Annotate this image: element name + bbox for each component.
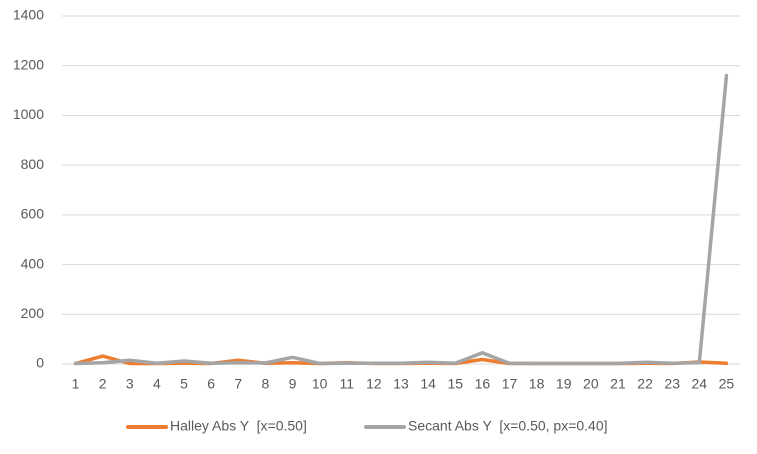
x-tick-label: 13	[393, 376, 409, 392]
x-tick-label: 17	[502, 376, 518, 392]
x-tick-label: 20	[583, 376, 599, 392]
x-tick-label: 6	[207, 376, 215, 392]
x-tick-label: 22	[637, 376, 653, 392]
y-tick-label: 1400	[13, 7, 44, 23]
y-tick-label: 200	[21, 305, 45, 321]
x-tick-label: 24	[692, 376, 708, 392]
legend-label: Secant Abs Y [x=0.50, px=0.40]	[408, 418, 608, 434]
y-tick-label: 600	[21, 206, 45, 222]
series-line	[73, 73, 729, 366]
x-tick-label: 8	[262, 376, 270, 392]
x-tick-label: 16	[475, 376, 491, 392]
x-tick-label: 11	[339, 376, 354, 392]
x-tick-label: 25	[719, 376, 735, 392]
x-tick-label: 14	[420, 376, 436, 392]
y-tick-label: 0	[36, 355, 44, 371]
x-tick-label: 18	[529, 376, 545, 392]
x-tick-label: 19	[556, 376, 572, 392]
x-tick-label: 1	[72, 376, 80, 392]
x-tick-label: 2	[99, 376, 107, 392]
x-tick-label: 23	[664, 376, 680, 392]
x-tick-label: 3	[126, 376, 134, 392]
y-tick-label: 400	[21, 255, 45, 271]
y-tick-label: 1200	[13, 56, 44, 72]
x-tick-label: 15	[447, 376, 463, 392]
x-tick-label: 12	[366, 376, 382, 392]
x-tick-label: 7	[234, 376, 242, 392]
x-tick-label: 10	[312, 376, 328, 392]
legend-label: Halley Abs Y [x=0.50]	[170, 418, 307, 434]
y-tick-label: 1000	[13, 106, 44, 122]
x-tick-label: 4	[153, 376, 161, 392]
x-tick-label: 5	[180, 376, 188, 392]
y-tick-label: 800	[21, 156, 45, 172]
x-tick-label: 21	[610, 376, 626, 392]
x-tick-label: 9	[289, 376, 297, 392]
